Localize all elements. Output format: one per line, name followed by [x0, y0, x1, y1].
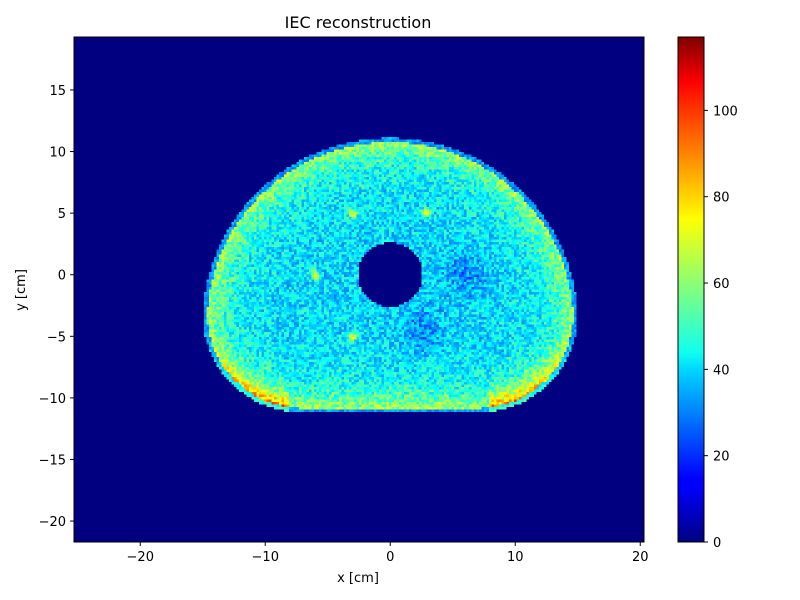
colorbar-gradient: [677, 36, 705, 543]
colorbar-tick-label: 80: [713, 191, 730, 206]
y-tick-label: −20: [39, 515, 66, 530]
colorbar-ticks: 0 20 40 60 80 100: [704, 104, 738, 551]
y-tick-label: 15: [49, 84, 66, 99]
heatmap-image: [74, 37, 644, 542]
y-axis-label: y [cm]: [14, 269, 29, 311]
x-axis-ticks: −20 −10 0 10 20: [127, 542, 649, 565]
colorbar-tick-label: 60: [713, 277, 730, 292]
y-tick-label: 0: [58, 269, 66, 284]
x-tick-label: 0: [386, 550, 394, 565]
plot-frame: [73, 36, 645, 543]
plot-area: [73, 36, 645, 543]
colorbar-tick-label: 0: [713, 536, 721, 551]
x-tick-label: 20: [632, 550, 649, 565]
x-axis-label: x [cm]: [337, 571, 379, 586]
y-tick-label: −15: [39, 453, 66, 468]
chart-title: IEC reconstruction: [285, 13, 432, 32]
colorbar: 0 20 40 60 80 100: [677, 36, 738, 551]
colorbar-tick-label: 20: [713, 450, 730, 465]
y-tick-label: −10: [39, 392, 66, 407]
x-tick-label: −10: [252, 550, 279, 565]
y-axis-ticks: −20 −15 −10 −5 0 5 10 15: [39, 84, 74, 530]
y-tick-label: −5: [47, 330, 66, 345]
y-tick-label: 10: [49, 146, 66, 161]
colorbar-tick-label: 40: [713, 363, 730, 378]
x-tick-label: −20: [127, 550, 154, 565]
y-tick-label: 5: [58, 207, 66, 222]
colorbar-tick-label: 100: [713, 104, 738, 119]
x-tick-label: 10: [507, 550, 524, 565]
